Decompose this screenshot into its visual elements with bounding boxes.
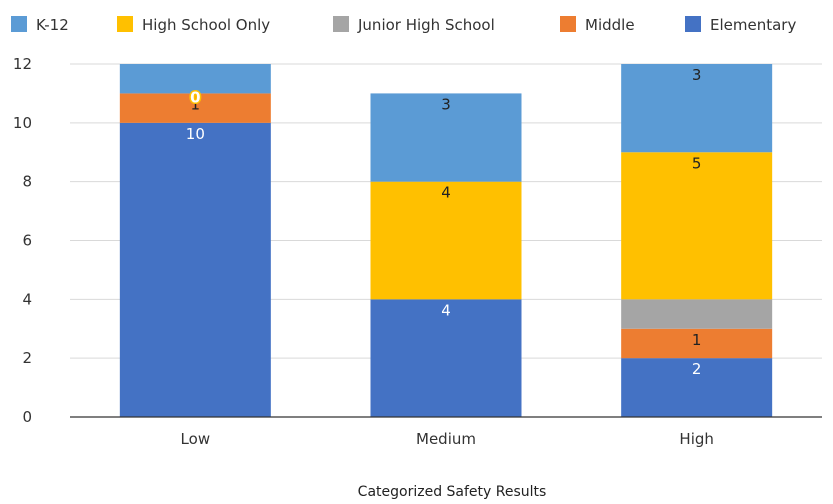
bar-medium-high-school-only bbox=[370, 181, 522, 300]
legend-label: Junior High School bbox=[357, 16, 495, 34]
legend-swatch bbox=[333, 16, 349, 32]
bar-high-elementary bbox=[621, 358, 773, 417]
legend-item-high-school-only: High School Only bbox=[117, 16, 270, 34]
data-label-medium-high-school-only: 4 bbox=[441, 184, 451, 202]
data-label-medium-elementary: 4 bbox=[441, 301, 451, 319]
y-tick-label: 12 bbox=[13, 55, 32, 73]
legend-swatch bbox=[117, 16, 133, 32]
data-label-low-high-school-only: 0 bbox=[190, 88, 200, 106]
legend-swatch bbox=[11, 16, 27, 32]
data-label-low-middle: 1 bbox=[191, 95, 201, 113]
y-tick-label: 0 bbox=[22, 408, 32, 426]
bar-high-junior-high-school bbox=[621, 299, 773, 329]
bar-medium-k-12 bbox=[370, 93, 522, 182]
bar-high-middle bbox=[621, 328, 773, 359]
legend-item-elementary: Elementary bbox=[685, 16, 796, 34]
bar-low-k-12 bbox=[119, 64, 271, 94]
data-label-low-elementary: 10 bbox=[186, 125, 205, 143]
legend: K-12 High School Only Junior High School Mi… bbox=[11, 16, 796, 34]
bars bbox=[119, 64, 773, 417]
data-label-high-k-12: 3 bbox=[692, 66, 702, 84]
legend-item-k-12: K-12 bbox=[11, 16, 69, 34]
data-label-high-high-school-only: 5 bbox=[692, 154, 702, 172]
x-axis: Low Medium High bbox=[70, 416, 822, 448]
legend-label: Middle bbox=[585, 16, 635, 34]
legend-label: K-12 bbox=[36, 16, 69, 34]
x-tick-label: Medium bbox=[416, 430, 476, 448]
data-label-high-elementary: 2 bbox=[692, 360, 702, 378]
y-tick-label: 6 bbox=[22, 232, 32, 250]
legend-label: High School Only bbox=[142, 16, 270, 34]
y-tick-label: 4 bbox=[22, 290, 32, 308]
data-label-medium-k-12: 3 bbox=[441, 95, 451, 113]
legend-swatch bbox=[685, 16, 701, 32]
x-axis-title: Categorized Safety Results bbox=[358, 484, 547, 500]
legend-swatch bbox=[560, 16, 576, 32]
y-tick-label: 2 bbox=[22, 349, 32, 367]
bar-high-high-school-only bbox=[621, 152, 773, 300]
bar-low-elementary bbox=[119, 122, 271, 417]
legend-item-junior-high-school: Junior High School bbox=[333, 16, 495, 34]
legend-label: Elementary bbox=[710, 16, 796, 34]
y-tick-label: 10 bbox=[13, 114, 32, 132]
legend-item-middle: Middle bbox=[560, 16, 635, 34]
x-tick-label: Low bbox=[181, 430, 211, 448]
y-tick-label: 8 bbox=[22, 173, 32, 191]
bar-low-middle bbox=[119, 93, 271, 123]
bar-high-k-12 bbox=[621, 64, 773, 153]
x-tick-label: High bbox=[679, 430, 713, 448]
bar-medium-elementary bbox=[370, 299, 522, 417]
data-label-high-middle: 1 bbox=[692, 331, 702, 349]
y-axis: 0 2 4 6 8 10 12 bbox=[13, 55, 32, 426]
